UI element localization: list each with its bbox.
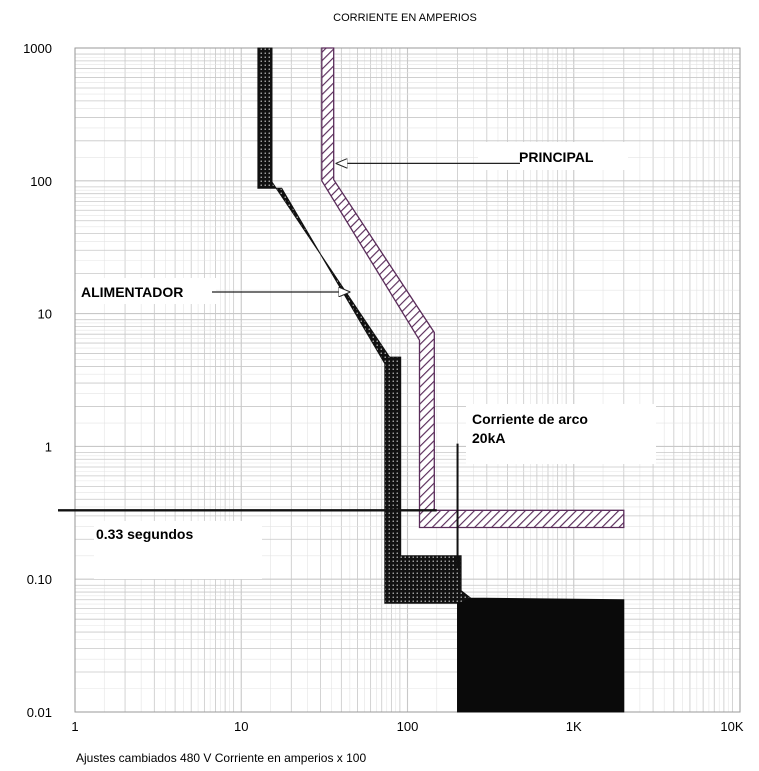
x-tick-label: 1K: [566, 719, 582, 734]
y-tick-label: 0.10: [27, 572, 52, 587]
y-tick-label: 10: [38, 307, 52, 322]
principal-band: [321, 47, 625, 529]
time-label: 0.33 segundos: [96, 526, 193, 542]
alimentador-band-solid: [457, 598, 624, 712]
y-tick-label: 1000: [23, 41, 52, 56]
y-tick-label: 100: [30, 174, 52, 189]
time-label-box: [94, 521, 262, 579]
grid: [74, 48, 740, 713]
x-tick-label: 1: [71, 719, 78, 734]
x-tick-label: 10K: [720, 719, 743, 734]
y-tick-label: 1: [45, 439, 52, 454]
x-tick-label: 10: [234, 719, 248, 734]
alimentador-label-box: [76, 278, 216, 304]
x-tick-label: 100: [397, 719, 419, 734]
y-tick-label: 0.01: [27, 705, 52, 720]
arc-current-value: 20kA: [472, 430, 505, 446]
series-layer: [257, 47, 625, 713]
principal-label-box: [478, 142, 628, 170]
arc-current-label-box: [466, 404, 656, 464]
reference-lines: [58, 443, 459, 569]
plot-frame: [74, 47, 741, 713]
chart-title: CORRIENTE EN AMPERIOS: [333, 12, 477, 24]
arc-current-label: Corriente de arco: [472, 411, 588, 427]
alimentador-label: ALIMENTADOR: [81, 284, 183, 300]
x-tick-labels: 1 10 100 1K 10K: [71, 719, 744, 734]
chart-footer: Ajustes cambiados 480 V Corriente en amp…: [76, 751, 366, 765]
y-tick-labels: 1000 100 10 1 0.10 0.01: [23, 41, 52, 720]
principal-label: PRINCIPAL: [519, 149, 594, 165]
